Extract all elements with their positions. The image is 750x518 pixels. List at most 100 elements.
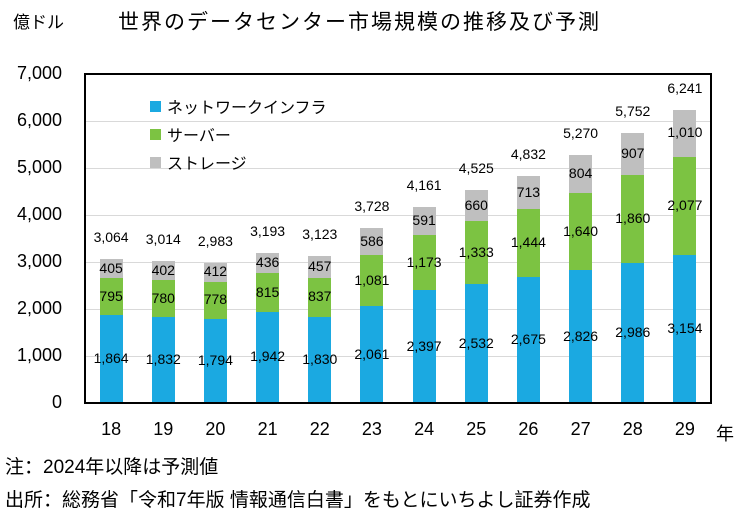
bar-segment-2 [360,227,384,256]
segment-value-label: 2,397 [406,337,442,354]
total-value-label: 3,123 [302,226,338,243]
bar-segment-2 [673,109,697,158]
x-tick-label: 29 [674,419,695,439]
segment-value-label: 778 [203,291,228,308]
total-value-label: 5,752 [615,102,651,119]
x-axis-year-label: 年 [716,424,734,444]
bar-segment-2 [256,252,280,274]
segment-value-label: 402 [151,261,175,278]
legend-label-server: サーバー [167,128,231,145]
segment-value-label: 780 [151,289,175,306]
bar-segment-0 [621,262,645,403]
segment-value-label: 795 [99,287,123,304]
legend-item-network: ネットワークインフラ [150,96,327,117]
total-value-label: 3,728 [354,197,390,214]
segment-value-label: 1,860 [615,209,651,226]
gridline [85,168,711,169]
segment-value-label: 457 [308,257,332,274]
bar-segment-0 [99,315,123,403]
note-source: 出所：総務省「令和7年版 情報通信白書」をもとにいちよし証券作成 [5,490,591,511]
legend: ネットワークインフラ サーバー ストレージ [150,96,327,180]
segment-value-label: 1,640 [563,222,599,239]
bar-segment-2 [99,259,123,278]
bar-segment-0 [516,277,540,403]
gridline [85,262,711,263]
x-tick-label: 19 [153,419,174,439]
gridline [85,215,711,216]
bar-segment-1 [621,175,645,263]
total-value-label: 5,270 [563,125,599,142]
y-tick-label: 5,000 [16,157,62,177]
segment-value-label: 436 [255,254,280,271]
segment-value-label: 1,832 [145,350,181,367]
segment-value-label: 2,826 [563,327,599,344]
legend-item-storage: ストレージ [150,152,327,173]
bar-segment-2 [516,175,540,210]
segment-value-label: 1,942 [250,348,286,365]
segment-value-label: 2,986 [615,323,651,340]
segment-value-label: 660 [464,196,488,213]
segment-value-label: 1,333 [458,243,494,260]
legend-swatch-network-icon [150,100,161,112]
bar-segment-1 [151,280,175,317]
legend-label-storage: ストレージ [167,156,247,173]
segment-value-label: 815 [255,283,280,300]
segment-value-label: 1,830 [302,351,338,367]
total-value-label: 6,241 [667,79,703,96]
y-tick-label: 7,000 [16,63,62,83]
bar-segment-0 [203,318,227,403]
legend-swatch-storage-icon [150,156,161,168]
total-value-label: 4,832 [510,145,546,162]
bar-segment-0 [256,311,280,403]
y-tick-label: 2,000 [16,298,62,318]
legend-swatch-server-icon [150,128,161,140]
segment-value-label: 1,864 [93,350,129,367]
bar-segment-2 [621,132,645,176]
x-tick-label: 18 [101,419,122,439]
x-tick-label: 22 [309,419,330,439]
bar-segment-2 [412,207,436,236]
bar-segment-1 [569,193,593,271]
segment-value-label: 405 [99,259,123,276]
x-tick-label: 25 [466,419,487,439]
x-tick-label: 23 [361,419,382,439]
bar-segment-2 [203,262,227,283]
gridline [85,121,711,122]
x-tick-label: 20 [205,419,226,439]
chart-title: 世界のデータセンター市場規模の推移及び予測 [118,11,601,34]
total-value-label: 3,193 [250,222,286,239]
bar-segment-1 [203,282,227,319]
x-tick-label: 21 [257,419,278,439]
total-value-label: 2,983 [197,232,233,249]
total-value-label: 3,014 [145,231,181,248]
y-tick-label: 4,000 [16,204,62,224]
bar-segment-0 [308,317,332,403]
x-tick-label: 28 [622,419,643,439]
plot-area-border [84,73,712,404]
bar-segment-1 [412,235,436,291]
bar-segment-1 [308,277,332,317]
bar-segment-1 [256,273,280,312]
segment-value-label: 2,077 [667,197,703,213]
bar-segment-0 [360,306,384,403]
x-tick-label: 24 [414,419,435,439]
y-tick-label: 6,000 [16,110,62,130]
segment-value-label: 1,444 [510,234,546,251]
legend-label-network: ネットワークインフラ [167,100,327,117]
segment-value-label: 1,173 [406,253,442,270]
y-tick-label: 1,000 [16,345,62,365]
segment-value-label: 713 [516,183,541,200]
note-forecast: 注：2024年以降は予測値 [5,457,219,478]
segment-value-label: 412 [203,263,228,280]
legend-item-server: サーバー [150,124,327,145]
segment-value-label: 586 [360,232,384,249]
gridline [85,309,711,310]
bar-segment-0 [151,316,175,403]
bar-segment-1 [516,209,540,278]
segment-value-label: 3,154 [667,319,703,336]
segment-value-label: 804 [568,165,593,182]
segment-value-label: 1,010 [667,124,703,141]
segment-value-label: 2,675 [510,331,546,348]
segment-value-label: 837 [308,288,332,305]
